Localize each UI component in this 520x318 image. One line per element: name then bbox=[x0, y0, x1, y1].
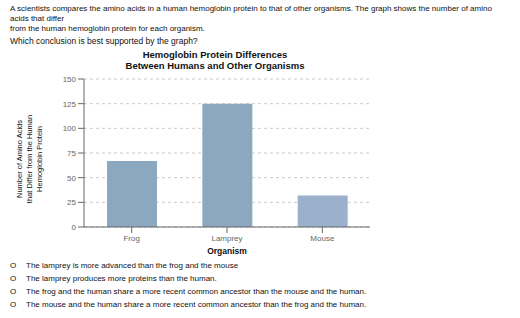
svg-text:25: 25 bbox=[67, 198, 76, 207]
html-text:Which conclusion is best suppo: Which conclusion is best supported by th… bbox=[10, 36, 198, 46]
svg-text:50: 50 bbox=[67, 174, 76, 183]
svg-text:75: 75 bbox=[67, 149, 76, 158]
html-text:The lamprey produces more prot: The lamprey produces more proteins than … bbox=[26, 274, 217, 283]
svg-text:0: 0 bbox=[72, 223, 77, 232]
html-text:O: O bbox=[10, 300, 17, 309]
svg-text:125: 125 bbox=[63, 100, 77, 109]
html-text:O: O bbox=[10, 261, 17, 270]
html-text:O: O bbox=[10, 287, 17, 296]
html-text:Number of Amino Acids that Dif: Number of Amino Acids that Differ from t… bbox=[15, 114, 44, 204]
html-text:A scientists compares the amin: A scientists compares the amino acids in… bbox=[10, 4, 495, 33]
html-text:The frog and the human share a: The frog and the human share a more rece… bbox=[26, 287, 367, 296]
svg-text:Frog: Frog bbox=[123, 234, 139, 243]
svg-text:150: 150 bbox=[63, 75, 77, 84]
html-text:Organism: Organism bbox=[207, 246, 247, 256]
html-text:The mouse and the human share: The mouse and the human share a more rec… bbox=[26, 300, 367, 309]
html-text:Hemoglobin Protein Differences: Hemoglobin Protein Differences Between H… bbox=[125, 49, 305, 71]
html-text:O: O bbox=[10, 274, 17, 283]
svg-text:100: 100 bbox=[63, 124, 77, 133]
svg-text:Mouse: Mouse bbox=[310, 234, 335, 243]
svg-text:Lamprey: Lamprey bbox=[211, 234, 242, 243]
html-text:The lamprey is more advanced t: The lamprey is more advanced than the fr… bbox=[26, 261, 239, 270]
